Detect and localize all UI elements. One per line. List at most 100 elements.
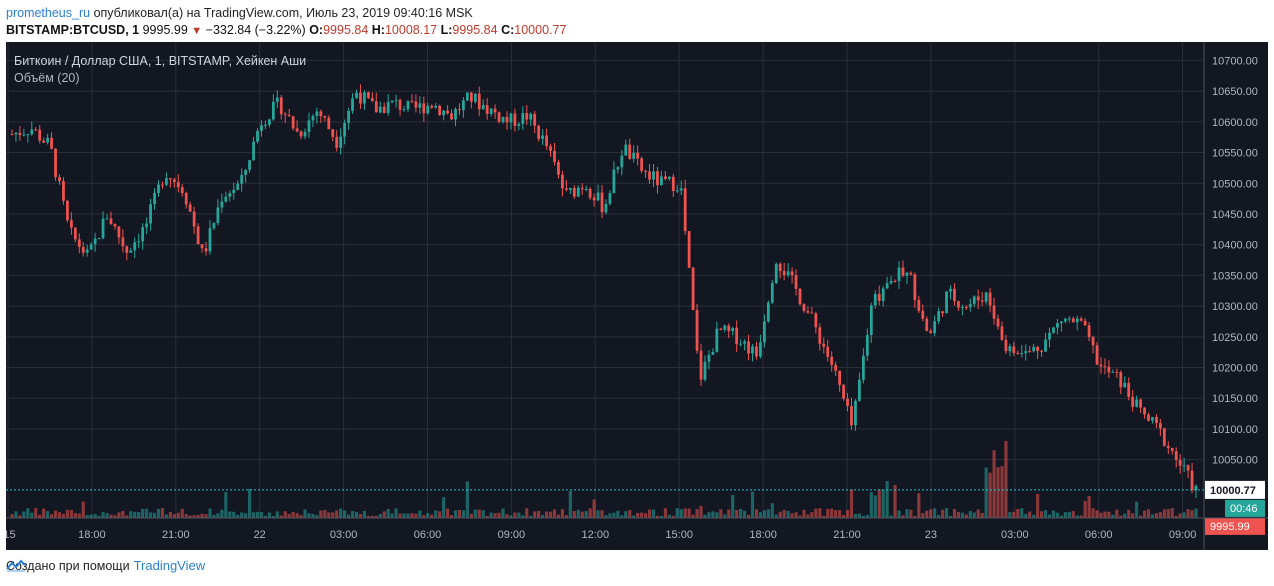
candle-body	[343, 122, 347, 137]
volume-bar	[968, 511, 972, 518]
chart-panel[interactable]: 10000.77 00:46 9995.99 10700.00 10650.00 106…	[6, 42, 1268, 550]
publish-info: prometheus_ru опубликовал(а) на TradingV…	[6, 4, 473, 22]
candle-body	[564, 188, 568, 190]
author-link[interactable]: prometheus_ru	[6, 6, 91, 20]
candle-body	[216, 207, 220, 224]
y-tick-label: 10050.00	[1212, 455, 1258, 467]
y-tick-label: 10150.00	[1212, 393, 1258, 405]
candle-body	[588, 188, 592, 198]
candle-body	[1036, 346, 1040, 351]
candle-body	[743, 341, 746, 344]
volume-bar	[933, 508, 937, 518]
last-price: 9995.99	[142, 23, 188, 37]
candle-body	[256, 130, 259, 142]
candle-body	[636, 152, 640, 159]
candle-body	[1063, 318, 1067, 322]
volume-bar	[457, 509, 462, 518]
candle-body	[988, 292, 992, 306]
volume-bar	[921, 513, 925, 518]
candle-body	[889, 280, 893, 284]
candle-body	[679, 188, 683, 191]
candle-body	[1131, 396, 1135, 407]
volume-bar	[406, 513, 410, 518]
y-tick-label: 10300.00	[1212, 301, 1258, 313]
candle-body	[347, 110, 350, 123]
volume-bar	[370, 515, 374, 518]
candle-body	[806, 310, 810, 313]
volume-bar	[390, 513, 394, 518]
close-value: 10000.77	[514, 23, 567, 37]
volume-bar	[378, 513, 382, 518]
volume-bar	[65, 509, 70, 518]
volume-bar	[1075, 515, 1079, 518]
volume-bar	[1131, 513, 1135, 518]
candle-body	[1032, 346, 1036, 352]
volume-bar	[1158, 512, 1162, 518]
candle-body	[703, 361, 707, 380]
candle-body	[1083, 320, 1087, 326]
y-tick-label: 10250.00	[1212, 332, 1258, 344]
candle-body	[711, 351, 715, 355]
candle-body	[200, 244, 204, 249]
volume-bar	[34, 508, 38, 518]
volume-bar	[1170, 508, 1174, 518]
candle-body	[1123, 382, 1127, 388]
candle-body	[465, 92, 469, 101]
volume-bar	[770, 503, 774, 518]
tradingview-logo-icon[interactable]	[6, 558, 26, 572]
volume-bar	[853, 513, 858, 518]
candle-body	[937, 311, 941, 322]
volume-bar	[739, 508, 743, 518]
price-chart[interactable]: 10000.77 00:46 9995.99 10700.00 10650.00 106…	[6, 42, 1268, 550]
candle-body	[747, 341, 750, 354]
candle-body	[69, 220, 73, 228]
volume-bar	[517, 512, 521, 518]
candle-body	[675, 190, 679, 192]
candle-body	[125, 246, 129, 253]
volume-bar	[1123, 513, 1127, 518]
candle-body	[458, 109, 461, 111]
volume-bar	[1059, 515, 1063, 518]
volume-bar	[255, 511, 260, 518]
y-tick-label: 10550.00	[1212, 148, 1258, 160]
volume-bar	[822, 515, 826, 518]
volume-bar	[818, 508, 822, 518]
volume-bar	[489, 512, 493, 518]
candle-body	[291, 116, 295, 129]
x-tick-label: 06:00	[414, 529, 442, 541]
candle-body	[925, 318, 929, 331]
candle-body	[897, 267, 901, 281]
candle-body	[980, 300, 984, 302]
volume-bar	[790, 513, 794, 518]
candle-body	[176, 181, 180, 188]
candle-body	[236, 183, 240, 190]
volume-bar	[560, 509, 565, 518]
volume-bar	[588, 508, 592, 518]
candle-body	[66, 200, 69, 221]
volume-bar	[453, 510, 458, 518]
candle-body	[232, 189, 236, 194]
volume-bar	[624, 511, 628, 518]
volume-bar	[929, 509, 933, 518]
volume-bar	[156, 508, 161, 518]
volume-bar	[584, 511, 588, 518]
down-arrow-icon: ▼	[191, 25, 203, 37]
candle-body	[822, 343, 826, 347]
volume-bar	[857, 513, 862, 518]
candle-body	[10, 134, 14, 136]
volume-bar	[909, 509, 913, 518]
candle-body	[719, 328, 723, 330]
candle-body	[976, 296, 980, 301]
volume-bar	[687, 508, 691, 518]
volume-bar	[1119, 515, 1123, 518]
tradingview-link[interactable]: TradingView	[133, 558, 206, 573]
volume-bar	[109, 514, 113, 518]
candle-body	[30, 129, 34, 135]
volume-bar	[1127, 509, 1131, 518]
candle-body	[327, 117, 331, 130]
volume-bar	[42, 508, 46, 518]
y-tick-label: 10450.00	[1212, 209, 1258, 221]
volume-bar	[49, 514, 54, 518]
volume-bar	[814, 508, 818, 518]
volume-bar	[382, 511, 386, 518]
